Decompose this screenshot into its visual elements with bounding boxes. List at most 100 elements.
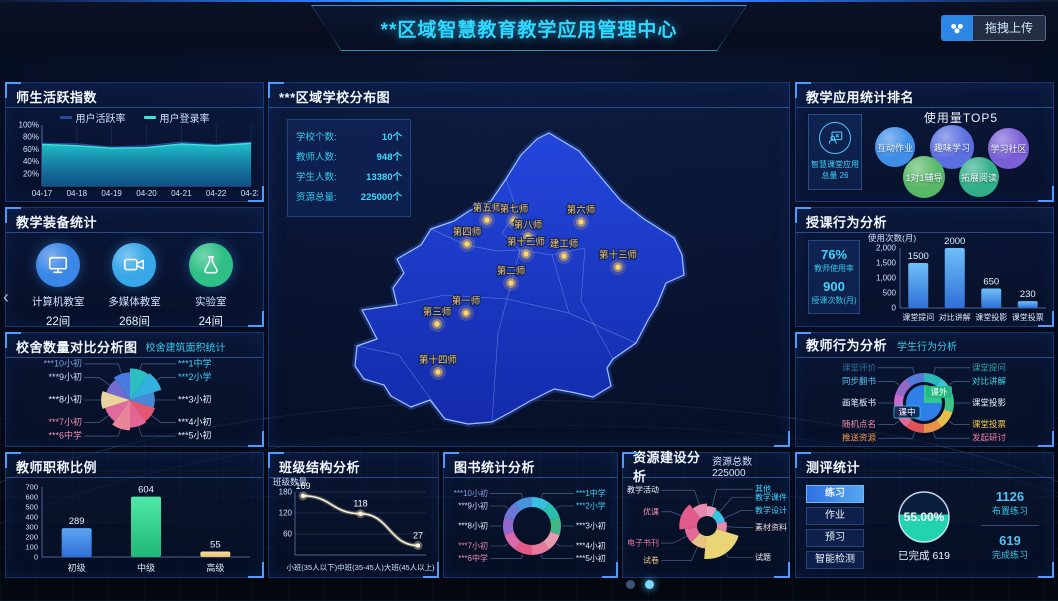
class-structure-line-chart: 班级数量 180 120 60 169 118 27 小班(35人以下)中班(35-45人)大…	[271, 476, 436, 580]
svg-text:***5小初: ***5小初	[576, 553, 606, 563]
svg-text:小班(35人以下)中班(35-45人)大班(45人以上): 小班(35人以下)中班(35-45人)大班(45人以上)	[286, 562, 435, 572]
svg-text:第十二师: 第十二师	[507, 236, 545, 248]
svg-text:第十三师: 第十三师	[599, 249, 637, 261]
svg-text:优课: 优课	[643, 506, 659, 516]
stat-value: 10个	[381, 132, 402, 143]
equipment-item-multimedia: 多媒体教室 268间	[96, 243, 172, 329]
panel-resource-analysis: 资源建设分析 资源总数 225000 其他 教学课件 教学设计 素材资料 试题 试卷 电子书…	[622, 450, 790, 581]
svg-text:40%: 40%	[23, 157, 39, 166]
svg-text:289: 289	[69, 516, 85, 527]
building-rose-chart: ***1中学 ***2小学 ***3小初 ***4小初 ***5小初 ***6中学 ***7…	[6, 356, 263, 450]
video-camera-icon	[112, 243, 157, 287]
svg-text:60: 60	[283, 530, 292, 539]
svg-text:素材资料: 素材资料	[755, 522, 787, 532]
svg-text:***7小初: ***7小初	[48, 416, 82, 427]
equipment-value: 24间	[198, 316, 223, 328]
svg-text:***5小初: ***5小初	[178, 430, 212, 441]
svg-text:230: 230	[1020, 289, 1036, 300]
svg-text:04-22: 04-22	[206, 189, 227, 198]
school-marker: 第七师	[499, 202, 529, 229]
svg-text:课堂提问: 课堂提问	[902, 312, 934, 322]
stat-value: 13380个	[366, 172, 402, 183]
svg-text:04-23: 04-23	[241, 189, 258, 198]
menu-item-smart-test[interactable]: 智能检测	[806, 551, 864, 569]
svg-text:已完成 619: 已完成 619	[898, 549, 950, 562]
svg-text:200: 200	[25, 533, 38, 542]
app-bubble[interactable]: 学习社区	[988, 128, 1029, 169]
svg-text:118: 118	[353, 499, 367, 509]
stat-row: 资源总量: 225000个	[296, 188, 402, 208]
upload-button[interactable]: 拖拽上传	[940, 15, 1046, 41]
svg-text:课外: 课外	[930, 387, 948, 397]
stat-value: 948个	[376, 152, 402, 163]
equipment-label: 多媒体教室	[108, 296, 161, 308]
school-marker: 第十四师	[418, 353, 458, 380]
panel-subtitle: 资源总数 225000	[712, 457, 753, 479]
svg-text:60%: 60%	[23, 145, 39, 154]
chart-legend: 用户活跃率 用户登录率	[6, 110, 263, 125]
resource-rose-chart: 其他 教学课件 教学设计 素材资料 试题 试卷 电子书刊 优课 教学活动	[623, 476, 789, 581]
svg-text:高级: 高级	[206, 562, 224, 573]
panel-title: 教师职称比例	[16, 459, 98, 475]
equipment-label: 实验室	[195, 296, 227, 308]
behavior-ring-chart: 课堂提问 对比讲解 课堂投影 课堂投票 发起研讨 推送资源 随机点名 画笔板书 同步翻书 课堂评价…	[796, 356, 1053, 450]
header-accent-line	[0, 0, 1058, 2]
menu-item-preview[interactable]: 预习	[806, 529, 864, 547]
school-marker: 第八师	[513, 218, 543, 245]
tab-teacher-behavior[interactable]: 教师行为分析	[806, 338, 888, 353]
svg-text:***4小初: ***4小初	[178, 416, 212, 427]
panel-title: 校舍数量对比分析图	[16, 339, 138, 355]
usage-percent-label: 教师使用率	[814, 264, 854, 273]
svg-text:0: 0	[34, 553, 38, 562]
svg-text:100%: 100%	[19, 121, 39, 130]
svg-text:55.00%: 55.00%	[904, 510, 945, 524]
svg-text:169: 169	[295, 481, 310, 491]
pagination-dot[interactable]	[645, 580, 654, 589]
svg-text:初级: 初级	[68, 562, 86, 573]
book-donut-chart: ***1中学 ***2小学 ***3小初 ***4小初 ***5小初 ***6中学 ***7…	[444, 476, 617, 581]
school-marker: 第十二师	[506, 235, 546, 262]
pagination-dot[interactable]	[626, 580, 635, 589]
flask-icon	[188, 243, 233, 287]
svg-text:推送资源: 推送资源	[842, 433, 877, 443]
svg-text:***7小初: ***7小初	[458, 540, 488, 550]
svg-text:***10小初: ***10小初	[43, 357, 82, 368]
equipment-list: 计算机教室 22间 多媒体教室 268间 实验室 2	[6, 233, 263, 329]
panel-activity-index: 师生活跃指数 用户活跃率 用户登录率 04-17 04-18 04-19 04-20 0…	[5, 82, 264, 202]
stat-row: 学校个数: 10个	[296, 128, 402, 148]
panel-title: ***区域学校分布图	[279, 89, 391, 105]
svg-text:课堂投影: 课堂投影	[975, 312, 1007, 322]
computer-icon	[36, 243, 81, 287]
smart-classroom-card: 智慧课堂应用 总量 26	[808, 114, 862, 190]
legend-label: 用户登录率	[159, 114, 210, 125]
panel-teacher-behavior: 教师行为分析 学生行为分析 课堂提问 对比讲解 课堂投影 课堂投票 发起研讨 推送资源 随机…	[795, 332, 1054, 447]
pagination-dots	[626, 580, 654, 589]
svg-text:0: 0	[892, 304, 897, 313]
title-plate: **区域智慧教育教学应用管理中心	[311, 5, 747, 51]
app-bubble[interactable]: 拓展阅读	[959, 157, 999, 197]
activity-area-chart: 04-17 04-18 04-19 04-20 04-21 04-22 04-23 100% 8…	[12, 121, 262, 204]
tab-student-behavior[interactable]: 学生行为分析	[897, 342, 958, 353]
stat-label: 学生人数:	[296, 172, 337, 183]
svg-text:***8小初: ***8小初	[48, 394, 82, 405]
page-title: **区域智慧教育教学应用管理中心	[380, 19, 678, 41]
menu-item-homework[interactable]: 作业	[806, 507, 864, 525]
app-bubble[interactable]: 1对1辅导	[903, 156, 945, 198]
region-map[interactable]: 第五师 第七师 第六师 第四师 第八师 第十二师 建工师 第十三师 第二师 第一师 第三师 第十四师	[269, 105, 789, 451]
svg-text:课中: 课中	[898, 407, 915, 417]
app-bubble[interactable]: 互动作业	[875, 127, 915, 167]
equipment-value: 22间	[46, 316, 71, 328]
svg-text:第八师: 第八师	[514, 219, 543, 231]
school-marker: 第六师	[566, 203, 596, 230]
stat-label: 资源总量:	[296, 192, 337, 203]
svg-text:***3小初: ***3小初	[576, 521, 606, 531]
svg-text:同步翻书: 同步翻书	[842, 376, 877, 386]
school-marker: 第二师	[496, 264, 526, 291]
svg-text:650: 650	[983, 277, 999, 288]
menu-item-practice[interactable]: 练习	[806, 485, 864, 503]
school-marker: 第十三师	[598, 248, 638, 275]
carousel-prev-arrow[interactable]: ‹	[3, 287, 9, 307]
svg-text:第十四师: 第十四师	[419, 354, 457, 366]
assigned-label: 布置练习	[991, 506, 1028, 516]
